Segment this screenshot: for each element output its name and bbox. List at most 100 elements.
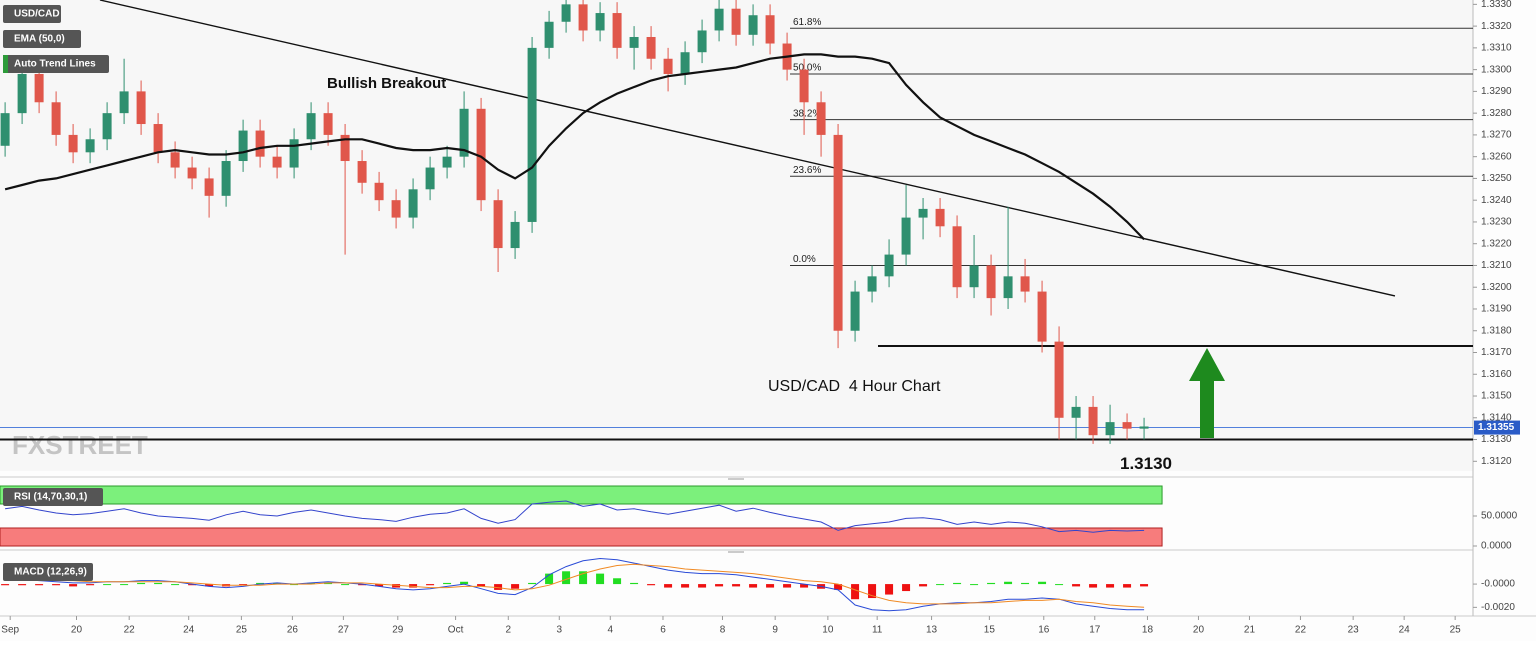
macd-hist-bar <box>460 581 469 585</box>
arrow <box>1189 348 1225 438</box>
macd-hist-bar <box>18 584 27 586</box>
macd-hist-bar <box>902 584 911 592</box>
candle-body <box>850 291 860 331</box>
macd-hist-bar <box>358 584 367 586</box>
candle-body <box>680 52 690 74</box>
macd-hist-bar <box>137 582 146 585</box>
x-tick-label: 10 <box>822 625 834 636</box>
macd-hist-bar <box>426 584 435 586</box>
x-tick-label: 23 <box>1348 625 1360 636</box>
macd-hist-bar <box>579 571 588 585</box>
annotation: Bullish Breakout <box>327 75 446 92</box>
x-tick-label: 17 <box>1089 625 1101 636</box>
candle-body <box>238 130 248 162</box>
macd-hist-bar <box>1106 584 1115 588</box>
macd-hist-bar <box>936 584 945 586</box>
x-tick-label: 11 <box>872 625 883 636</box>
macd-hist-bar <box>86 584 95 586</box>
macd-hist-bar <box>545 573 554 585</box>
x-tick-label: Oct <box>448 625 464 636</box>
macd-hist-bar <box>324 582 333 585</box>
candle-body <box>765 15 775 44</box>
macd-hist-bar <box>307 582 316 585</box>
candle-body <box>119 91 129 114</box>
macd-hist-bar <box>1004 581 1013 585</box>
candle-body <box>85 139 95 153</box>
y-tick-label: 1.3180 <box>1481 325 1512 336</box>
macd-hist-bar <box>885 584 894 595</box>
candle-body <box>459 108 469 157</box>
x-tick-label: 20 <box>71 625 83 636</box>
macd-hist-bar <box>1038 581 1047 585</box>
candle-body <box>833 134 843 331</box>
indicator-label: Auto Trend Lines <box>14 59 96 70</box>
candle-body <box>17 73 27 114</box>
indicator-tag <box>3 30 81 48</box>
candle-body <box>1037 291 1047 342</box>
fib-label: 61.8% <box>793 17 821 28</box>
candle-body <box>204 178 214 196</box>
candle-body <box>221 161 231 196</box>
macd-hist-bar <box>851 584 860 600</box>
price-pane <box>0 0 1473 471</box>
candle-body <box>629 36 639 48</box>
overbought-band <box>0 485 1163 505</box>
candle-body <box>901 217 911 255</box>
x-tick-label: 22 <box>1295 625 1307 636</box>
indicator-tag <box>3 488 103 506</box>
x-tick-label: 21 <box>1244 625 1256 636</box>
macd-hist-bar <box>256 582 265 585</box>
macd-hist-bar <box>154 582 163 585</box>
macd-hist-bar <box>239 584 248 586</box>
candle-body <box>731 8 741 35</box>
macd-hist-bar <box>613 578 622 585</box>
candle-body <box>544 21 554 48</box>
candle-body <box>867 276 877 292</box>
macd-hist-bar <box>205 584 214 587</box>
x-tick-label: 27 <box>338 625 350 636</box>
macd-hist-bar <box>987 582 996 585</box>
indicator-tag <box>3 563 93 581</box>
macd-hist-bar <box>528 582 537 585</box>
watermark: FXSTREET <box>12 430 148 460</box>
candle-body <box>1139 426 1149 429</box>
candle-body <box>68 134 78 153</box>
macd-hist-bar <box>800 584 809 588</box>
x-tick-label: 15 <box>984 625 996 636</box>
x-tick-label: 24 <box>183 625 195 636</box>
candle-body <box>136 91 146 125</box>
candle-body <box>612 13 622 48</box>
macd-hist-bar <box>630 582 639 585</box>
candle-body <box>799 69 809 103</box>
macd-hist-bar <box>953 582 962 585</box>
macd-hist-bar <box>681 584 690 588</box>
macd-hist-bar <box>715 584 724 587</box>
macd-hist-bar <box>120 584 129 586</box>
macd-hist-bar <box>409 584 418 588</box>
candle-body <box>748 15 758 35</box>
y-tick-label: 1.3170 <box>1481 347 1512 358</box>
candle-body <box>442 156 452 168</box>
candle-body <box>1003 276 1013 299</box>
macd-hist-bar <box>834 584 843 590</box>
macd-hist-bar <box>1021 582 1030 585</box>
candle-body <box>153 124 163 153</box>
macd-label: MACD (12,26,9) <box>14 567 87 578</box>
x-tick-label: 25 <box>1450 625 1462 636</box>
y-tick-label: 1.3140 <box>1481 412 1512 423</box>
candle-body <box>935 208 945 227</box>
macd-line <box>5 557 1145 612</box>
candle-body <box>697 30 707 53</box>
candle-body <box>952 226 962 288</box>
candle-body <box>1054 341 1064 418</box>
fib-label: 38.2% <box>793 108 821 119</box>
candle-body <box>527 47 537 222</box>
x-tick-label: 13 <box>926 625 938 636</box>
candle-body <box>561 4 571 22</box>
y-tick-label: 1.3240 <box>1481 195 1512 206</box>
macd-hist-bar <box>1 584 10 586</box>
macd-hist-bar <box>1055 584 1064 586</box>
macd-hist-bar <box>392 584 401 588</box>
macd-hist-bar <box>443 582 452 585</box>
macd-hist-bar <box>52 584 61 586</box>
